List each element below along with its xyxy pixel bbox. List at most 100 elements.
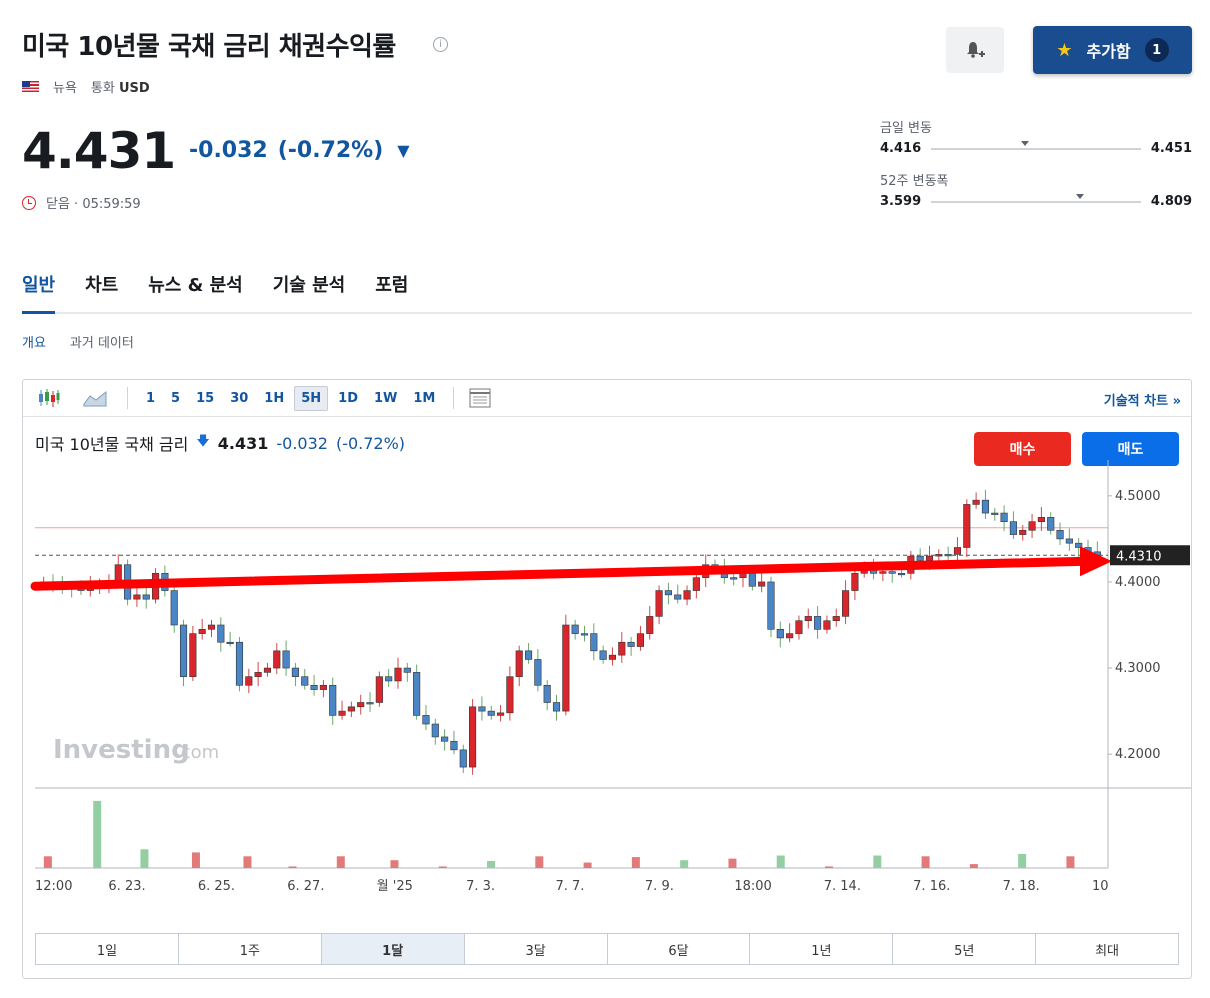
tab-chart[interactable]: 차트 [85, 275, 119, 296]
candle-body [245, 676, 253, 686]
chart-price: 4.431 [217, 433, 269, 453]
candle-body [1047, 517, 1055, 531]
period-button[interactable]: 5년 [893, 934, 1037, 964]
investing-watermark: Investing [53, 735, 190, 765]
period-button[interactable]: 1년 [750, 934, 894, 964]
candle-body [179, 624, 188, 677]
technical-chart-link[interactable]: 기술적 차트 » [1103, 394, 1181, 409]
candle-body [664, 590, 672, 596]
toolbar-divider [127, 387, 128, 409]
candle-body [1037, 517, 1045, 522]
x-tick-label: 12:00 [35, 879, 72, 894]
period-button[interactable]: 1일 [36, 934, 179, 964]
candle-body [385, 676, 393, 682]
period-selector: 1일 1주 1달 3달 6달 1년 5년 최대 [35, 933, 1179, 965]
currency-label: 통화 [90, 81, 115, 96]
info-icon[interactable]: i [433, 37, 448, 52]
chart-change: -0.032 [276, 433, 328, 453]
instrument-meta: 뉴욕 통화 USD [22, 77, 150, 96]
chart-header: 미국 10년물 국채 금리 🡇 4.431 -0.032 (-0.72%) [35, 431, 405, 455]
candle-body [207, 624, 216, 630]
interval-1w[interactable]: 1W [374, 390, 398, 406]
interval-1h[interactable]: 1H [264, 390, 285, 406]
volume-bar [93, 800, 102, 868]
star-icon: ★ [1056, 39, 1073, 61]
volume-bar [873, 855, 882, 868]
interval-30[interactable]: 30 [230, 390, 249, 406]
candle-body [413, 672, 421, 716]
candle-body [925, 555, 934, 561]
candle-body [972, 499, 980, 505]
period-button[interactable]: 3달 [465, 934, 608, 964]
week52-high: 4.809 [1150, 194, 1192, 209]
volume-bar [583, 862, 592, 868]
interval-1d[interactable]: 1D [338, 390, 358, 406]
investing-watermark-suffix: .com [175, 742, 219, 763]
add-alert-button[interactable] [946, 27, 1004, 73]
candle-body [469, 706, 477, 768]
volume-bar [825, 866, 834, 868]
x-tick-label: 7. 9. [645, 879, 674, 894]
candle-body [1065, 538, 1073, 544]
interval-15[interactable]: 15 [196, 390, 215, 406]
candle-body [571, 624, 579, 634]
candle-body [226, 641, 234, 645]
candle-body [897, 573, 906, 576]
candle-body [674, 594, 682, 600]
add-button-label: 추가함 [1086, 42, 1131, 61]
period-button[interactable]: 최대 [1095, 943, 1120, 959]
y-tick-label: 4.2000 [1115, 747, 1161, 762]
period-button[interactable]: 6달 [608, 934, 751, 964]
day-range: 금일 변동 4.416 4.451 [880, 117, 1192, 156]
tab-technical[interactable]: 기술 분석 [272, 275, 346, 296]
volume-bar [1018, 853, 1027, 868]
interval-1[interactable]: 1 [146, 390, 156, 406]
candle-body [562, 624, 570, 712]
candle-body [767, 581, 775, 630]
us-flag-icon [22, 81, 39, 92]
candle-body [786, 633, 794, 639]
price-change: -0.032 (-0.72%) ▼ [189, 138, 410, 163]
subtab-overview[interactable]: 개요 [22, 336, 46, 351]
volume-bar [1066, 856, 1075, 868]
x-tick-label: 7. 7. [556, 879, 585, 894]
tab-news[interactable]: 뉴스 & 분석 [148, 275, 243, 296]
week52-low: 3.599 [880, 194, 922, 209]
add-to-watchlist-button[interactable]: ★ 추가함 1 [1033, 26, 1192, 74]
chart-widget: 1 5 15 30 1H 5H 1D 1W 1M 기술적 차트 » 미국 10년… [22, 379, 1192, 979]
candle-body [375, 676, 383, 703]
interval-5[interactable]: 5 [171, 390, 181, 406]
data-table-icon[interactable] [466, 386, 494, 410]
price-chart[interactable]: 4.5000 4.4000 4.3000 4.2000 Investing.com 12:… [23, 380, 1191, 920]
currency-info: 통화 USD [91, 77, 150, 96]
candle-body [730, 577, 738, 580]
volume-bar [336, 856, 345, 868]
buy-button[interactable]: 매수 [974, 432, 1071, 466]
subtab-historical[interactable]: 과거 데이터 [69, 336, 134, 351]
candle-body [814, 616, 822, 630]
candle-body [1009, 521, 1017, 535]
candlestick-chart-icon[interactable] [35, 386, 63, 410]
sell-button[interactable]: 매도 [1082, 432, 1179, 466]
tab-forum[interactable]: 포럼 [375, 275, 409, 296]
candle-body [991, 512, 999, 515]
last-price: 4.431 [22, 122, 176, 180]
week52-range-marker [1075, 193, 1084, 199]
candle-body [170, 590, 178, 626]
candle-body [478, 706, 486, 712]
tab-overview[interactable]: 일반 [22, 268, 56, 314]
candle-body [804, 616, 812, 621]
candle-body [534, 659, 542, 686]
candle-body [422, 715, 430, 725]
period-button[interactable]: 1달 [321, 934, 465, 964]
change-value: -0.032 [189, 138, 268, 163]
interval-5h[interactable]: 5H [294, 385, 329, 411]
candle-body [1075, 542, 1083, 548]
candle-body [133, 594, 141, 600]
sub-tabs: 개요 과거 데이터 [22, 332, 134, 351]
candle-body [776, 629, 784, 639]
period-button[interactable]: 1주 [179, 934, 322, 964]
x-tick-label: 7. 3. [466, 879, 495, 894]
area-chart-icon[interactable] [81, 386, 109, 410]
interval-1m[interactable]: 1M [413, 390, 436, 406]
